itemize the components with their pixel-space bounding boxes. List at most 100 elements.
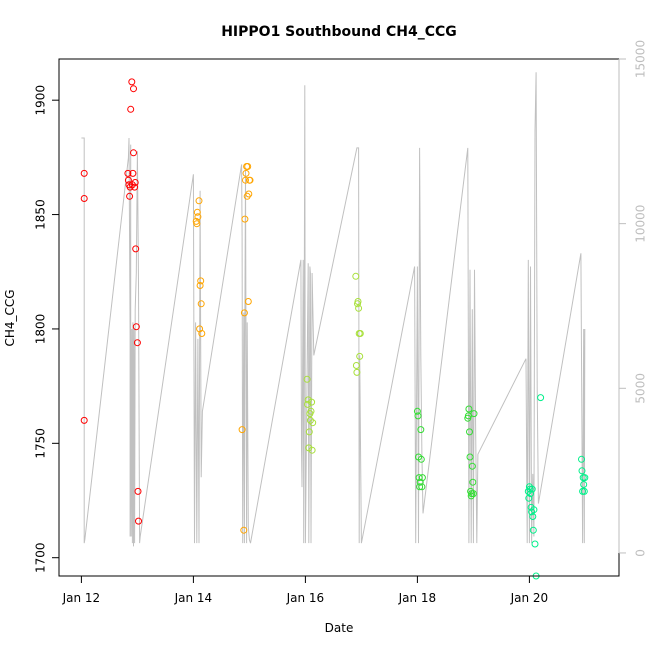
data-point [580, 487, 588, 495]
data-point [124, 169, 132, 177]
data-point [414, 412, 422, 420]
data-point [126, 183, 134, 191]
data-point [466, 453, 474, 461]
data-point [240, 309, 248, 317]
series-flight-2 [192, 163, 254, 534]
data-point [578, 455, 585, 463]
altitude-line [81, 72, 586, 547]
data-point [198, 330, 206, 337]
data-point [305, 428, 313, 436]
x-axis-label: Date [325, 621, 354, 635]
data-point [356, 352, 364, 360]
data-point [470, 410, 478, 418]
data-point [131, 179, 139, 186]
data-point [466, 428, 473, 436]
data-point [526, 485, 534, 493]
series-flight-4 [413, 405, 478, 500]
data-point [308, 446, 316, 454]
data-point [528, 508, 536, 516]
data-point [353, 368, 361, 376]
x-tick-label: Jan 18 [398, 591, 437, 605]
data-point [131, 183, 139, 191]
data-point [418, 483, 426, 491]
data-point [578, 467, 586, 475]
data-point [193, 208, 201, 216]
series-flight-5 [524, 394, 589, 580]
chart-title: HIPPO1 Southbound CH4_CCG [221, 24, 457, 40]
data-point [130, 149, 137, 157]
data-point [238, 426, 246, 434]
data-point [525, 494, 533, 502]
y2-tick-label: 5000 [634, 373, 648, 404]
data-point [537, 394, 545, 402]
data-point [127, 105, 135, 113]
data-point [469, 490, 477, 498]
data-point [352, 272, 360, 280]
x-tick-label: Jan 12 [62, 591, 101, 605]
data-point [240, 526, 248, 534]
data-point [355, 304, 363, 312]
data-point [416, 483, 424, 491]
data-point [356, 330, 364, 337]
data-point [244, 298, 252, 305]
data-points [80, 78, 589, 580]
data-point [242, 169, 250, 177]
data-point [241, 215, 249, 223]
y-axis-label: CH4_CCG [3, 289, 17, 346]
data-point [135, 517, 142, 525]
y2-tick-label: 15000 [634, 40, 648, 78]
data-point [80, 195, 88, 202]
data-point [354, 298, 362, 305]
data-point [352, 362, 360, 369]
data-point [304, 400, 312, 408]
y2-axis: 0 5000 10000 15000 [618, 40, 648, 557]
data-point [132, 323, 140, 331]
data-point [246, 176, 254, 184]
data-point [132, 245, 140, 253]
y-tick-label: 1700 [34, 542, 48, 573]
x-axis: Jan 12 Jan 14 Jan 16 Jan 18 Jan 20 [62, 575, 549, 605]
data-point [193, 220, 201, 228]
data-point [194, 213, 202, 221]
data-point [531, 540, 539, 548]
data-point [417, 426, 425, 434]
x-tick-label: Jan 14 [174, 591, 213, 605]
data-point [242, 176, 249, 184]
data-point [134, 487, 142, 495]
data-point [303, 375, 311, 383]
data-point [469, 478, 477, 486]
data-point [197, 300, 205, 308]
data-point [129, 169, 137, 177]
x-tick-label: Jan 16 [286, 591, 325, 605]
data-point [133, 339, 141, 347]
data-point [308, 398, 316, 406]
data-point [528, 485, 536, 493]
data-point [197, 277, 205, 285]
data-point [128, 78, 136, 86]
data-point [413, 407, 421, 415]
data-point [581, 474, 589, 482]
data-point [468, 462, 476, 470]
y-tick-label: 1850 [34, 199, 48, 230]
x-tick-label: Jan 20 [510, 591, 549, 605]
data-point [307, 407, 315, 415]
y2-tick-label: 0 [634, 549, 648, 557]
series-flight-3 [303, 272, 364, 454]
data-point [195, 197, 203, 205]
data-point [529, 513, 537, 520]
y-axis: 1700 1750 1800 1850 1900 [34, 85, 60, 573]
data-point [529, 526, 537, 534]
data-point [244, 163, 252, 170]
data-point [124, 176, 132, 184]
data-point [417, 455, 425, 463]
data-point [130, 85, 137, 93]
data-point [196, 282, 204, 289]
data-point [309, 419, 317, 427]
data-point [245, 190, 253, 198]
data-point [126, 192, 134, 200]
data-point [80, 169, 88, 177]
data-point [530, 506, 538, 514]
data-point [80, 416, 88, 424]
series-flight-1 [80, 78, 142, 525]
